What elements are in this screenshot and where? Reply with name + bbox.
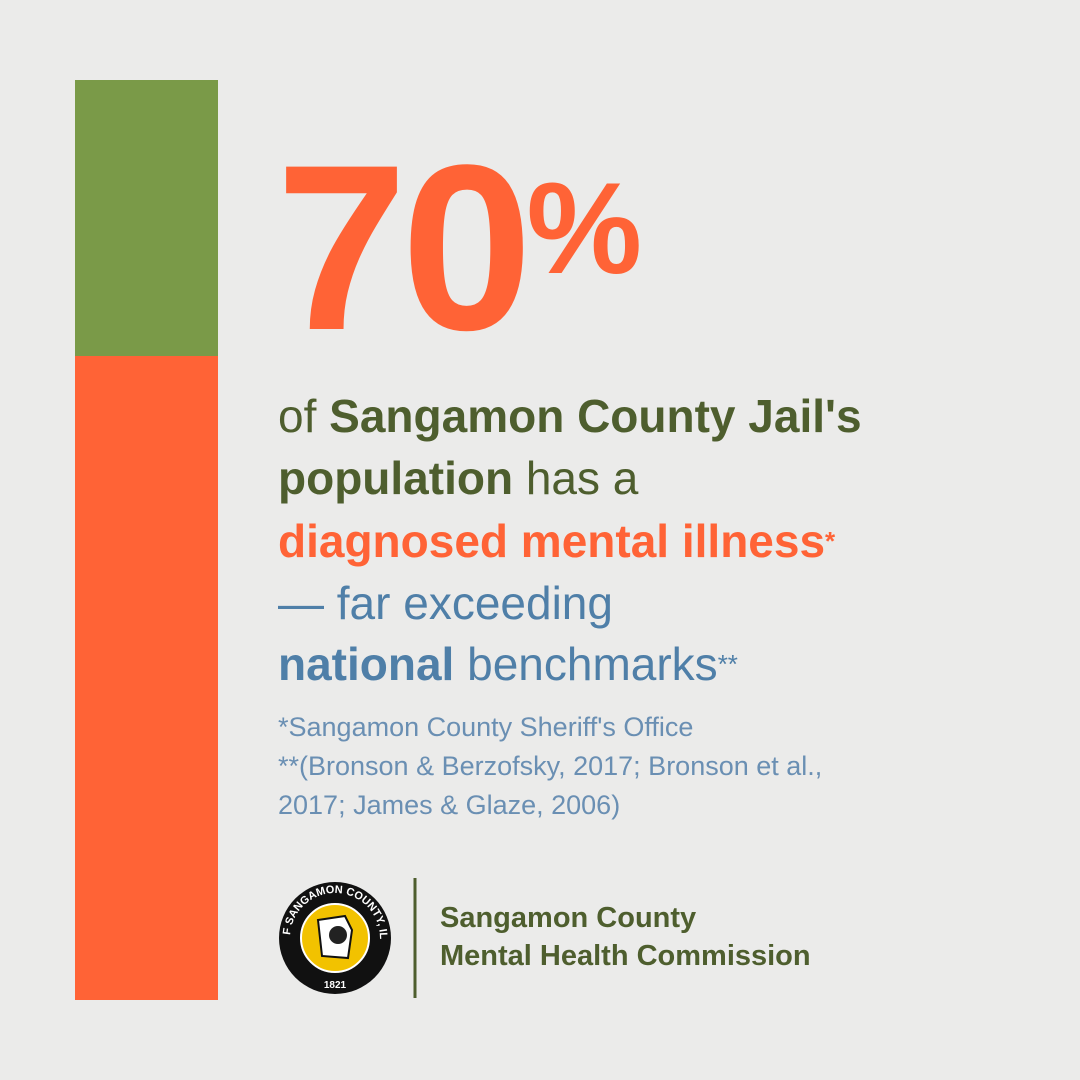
bar-fill [75,356,218,1000]
statement-line: of Sangamon County Jail's [278,385,862,447]
seal-portrait [329,926,347,944]
statement-segment: national [278,638,455,690]
org-name: Mental Health Commission [440,940,811,972]
statement-segment: population [278,452,514,504]
statement-segment: * [825,526,836,556]
seal-year: 1821 [324,980,347,991]
statement-line: population has a [278,447,638,509]
statement-segment: of [278,390,330,442]
statement-segment: benchmarks [454,638,718,690]
statement-segment: has a [513,452,639,504]
statement-line: — far exceeding [278,572,613,634]
statement-segment: Sangamon County Jail's [329,390,862,442]
bar-rest [75,80,218,356]
statement-segment: — far exceeding [278,577,613,629]
stat-label: 70% [276,116,643,380]
source-line: 2017; James & Glaze, 2006) [278,790,621,820]
statement-line: national benchmarks** [278,633,738,695]
statement-line: diagnosed mental illness* [278,510,835,572]
source-line: **(Bronson & Berzofsky, 2017; Bronson et… [278,751,823,781]
source-line: *Sangamon County Sheriff's Office [278,712,694,742]
progress-bar [75,80,218,1000]
org-name: Sangamon County [440,902,697,934]
statement-segment: ** [717,649,738,679]
statement-segment: diagnosed mental illness [278,515,826,567]
